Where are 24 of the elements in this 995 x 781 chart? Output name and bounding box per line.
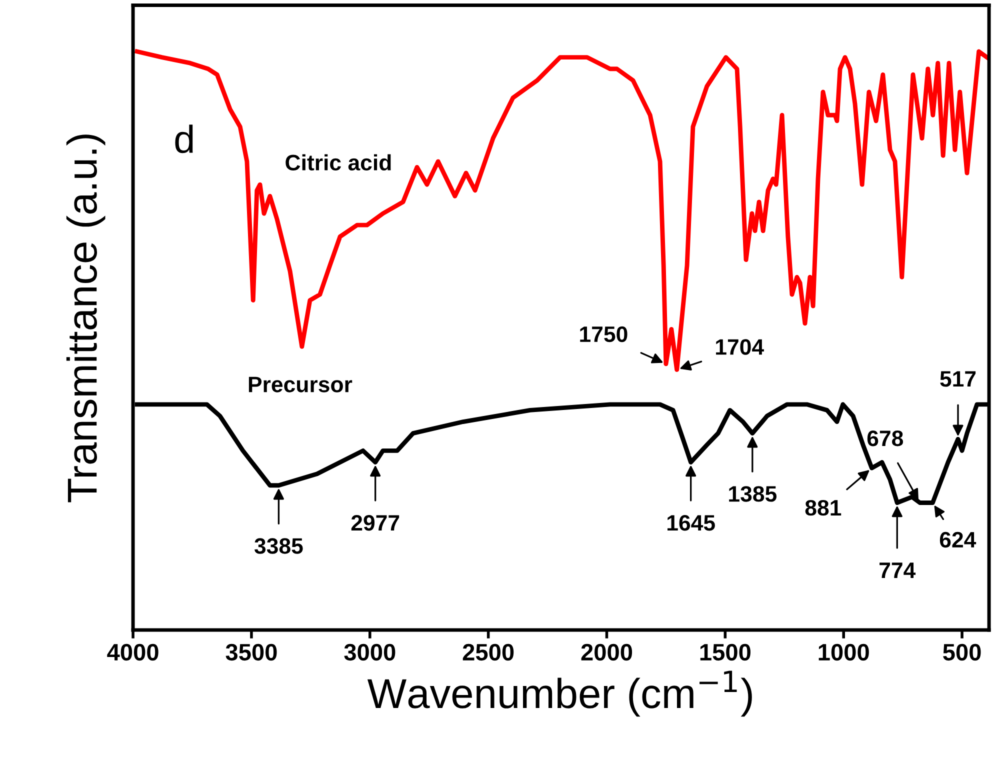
x-axis-title: Wavenumber (cm$^{−1}$) bbox=[367, 670, 752, 717]
annotation: 1645 bbox=[668, 514, 715, 531]
x-tick-label: 3500 bbox=[226, 644, 277, 661]
annotation: 678 bbox=[867, 430, 904, 446]
annotation: 1750 bbox=[580, 326, 628, 342]
annotation: 881 bbox=[805, 500, 842, 516]
annotation: 517 bbox=[940, 371, 976, 387]
x-tick-label: 1000 bbox=[818, 644, 869, 661]
x-tick-label: 2000 bbox=[581, 644, 632, 661]
y-axis-title: Transmittance (a.u.) bbox=[66, 134, 106, 502]
annotation: 624 bbox=[940, 532, 976, 548]
annotation: 774 bbox=[880, 562, 916, 578]
x-tick-label: 2500 bbox=[462, 644, 514, 661]
series-label: Citric acid bbox=[286, 154, 391, 171]
x-tick-label: 3000 bbox=[344, 644, 396, 661]
annotation: 1704 bbox=[716, 339, 764, 355]
annotation: 2977 bbox=[351, 514, 400, 531]
x-tick-label: 1500 bbox=[700, 644, 750, 661]
series-label: Precursor bbox=[248, 376, 352, 392]
annotation: 1385 bbox=[729, 486, 777, 502]
annotation: d bbox=[175, 124, 193, 154]
annotation: 3385 bbox=[254, 538, 303, 554]
x-tick-label: 500 bbox=[943, 644, 981, 661]
x-tick-label: 4000 bbox=[107, 644, 158, 661]
